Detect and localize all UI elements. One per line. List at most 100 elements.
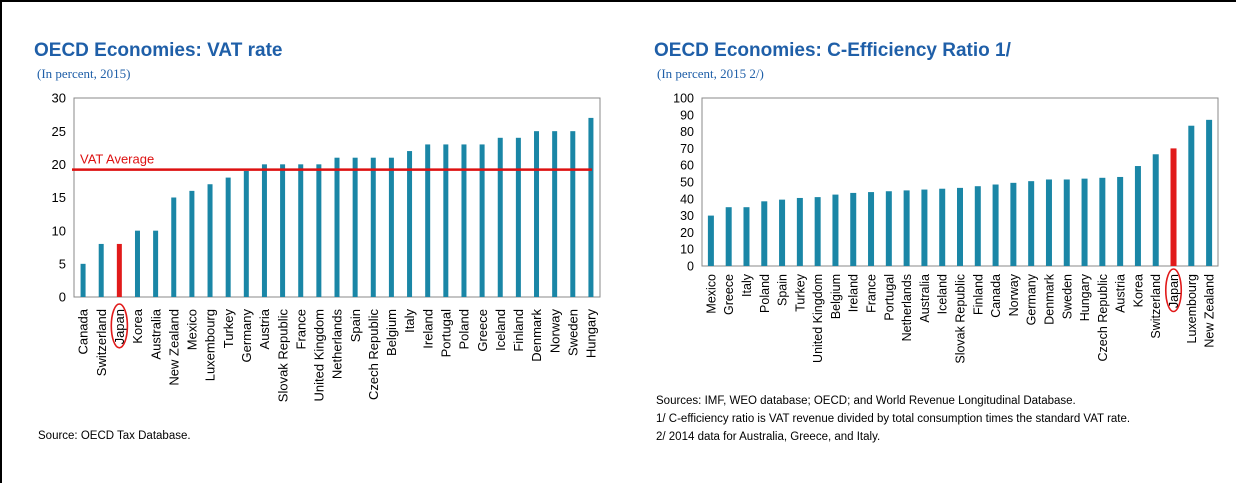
vat-x-tick-label-france: France — [293, 309, 308, 349]
vat-x-tick-label-iceland: Iceland — [493, 309, 508, 351]
ceff-x-tick-label-greece: Greece — [722, 274, 736, 315]
vat-bar-korea — [134, 230, 140, 297]
ceff-bar-slovak-republic — [957, 187, 963, 266]
ceff-x-tick-label-germany: Germany — [1025, 273, 1039, 325]
vat-x-tick-label-australia: Australia — [148, 308, 163, 359]
ceff-bar-mexico — [707, 215, 714, 266]
vat-bar-hungary — [588, 117, 594, 298]
ceff-x-tick-label-switzerland: Switzerland — [1149, 274, 1163, 339]
vat-bar-mexico — [189, 190, 195, 297]
ceff-y-tick-label: 100 — [673, 92, 694, 106]
vat-bar-germany — [243, 170, 249, 297]
vat-x-tick-label-mexico: Mexico — [185, 309, 200, 350]
ceff-x-tick-label-new-zealand: New Zealand — [1203, 274, 1217, 348]
ceff-bar-italy — [743, 207, 750, 266]
ceff-y-tick-label: 80 — [680, 125, 694, 139]
ceff-bar-austria — [1117, 176, 1124, 266]
ceff-bar-poland — [761, 201, 768, 266]
vat-bar-france — [298, 164, 304, 297]
ceff-bar-korea — [1134, 166, 1141, 266]
c-efficiency-footnote-1: 1/ C-efficiency ratio is VAT revenue div… — [656, 413, 1131, 425]
ceff-bar-germany — [1028, 181, 1035, 266]
ceff-y-tick-label: 40 — [680, 192, 694, 206]
vat-x-tick-label-new-zealand: New Zealand — [166, 309, 181, 386]
vat-y-tick-label: 15 — [52, 190, 66, 205]
c-efficiency-panel: OECD Economies: C-Efficiency Ratio 1/ (I… — [654, 30, 1234, 470]
ceff-x-tick-label-czech-republic: Czech Republic — [1096, 274, 1110, 362]
vat-bar-finland — [515, 137, 521, 297]
ceff-y-tick-label: 20 — [680, 226, 694, 240]
ceff-x-tick-label-denmark: Denmark — [1042, 273, 1056, 324]
ceff-bar-australia — [921, 189, 928, 266]
vat-bar-sweden — [570, 131, 576, 297]
ceff-x-tick-label-united-kingdom: United Kingdom — [811, 274, 825, 363]
c-efficiency-chart-subtitle: (In percent, 2015 2/) — [657, 66, 764, 81]
c-efficiency-chart-title: OECD Economies: C-Efficiency Ratio 1/ — [654, 40, 1011, 61]
vat-bar-denmark — [534, 131, 540, 297]
vat-bar-netherlands — [334, 157, 340, 297]
vat-x-tick-label-germany: Germany — [239, 309, 254, 363]
vat-x-tick-label-czech-republic: Czech Republic — [366, 309, 381, 401]
ceff-bar-japan — [1170, 148, 1177, 266]
vat-reference-line-label: VAT Average — [80, 152, 154, 167]
vat-chart-title: OECD Economies: VAT rate — [34, 40, 283, 61]
ceff-bar-united-kingdom — [814, 197, 821, 266]
ceff-bar-canada — [992, 184, 999, 266]
vat-bar-norway — [552, 131, 558, 297]
ceff-bar-luxembourg — [1188, 125, 1195, 266]
vat-bar-new-zealand — [171, 197, 177, 297]
ceff-bar-sweden — [1063, 179, 1070, 266]
vat-x-tick-label-poland: Poland — [457, 309, 472, 349]
vat-x-tick-label-ireland: Ireland — [420, 309, 435, 349]
vat-x-tick-label-finland: Finland — [511, 309, 526, 352]
ceff-bar-turkey — [796, 197, 803, 266]
ceff-y-tick-label: 30 — [680, 209, 694, 223]
ceff-bar-spain — [779, 199, 786, 266]
vat-source-note: Source: OECD Tax Database. — [38, 430, 191, 442]
ceff-bar-greece — [725, 207, 732, 266]
vat-bar-belgium — [388, 157, 394, 297]
ceff-x-tick-label-france: France — [865, 274, 879, 313]
vat-x-tick-label-netherlands: Netherlands — [330, 309, 345, 380]
ceff-y-tick-label: 90 — [680, 108, 694, 122]
vat-bar-austria — [261, 164, 267, 297]
ceff-x-tick-label-finland: Finland — [971, 274, 985, 315]
vat-y-tick-label: 10 — [52, 223, 66, 238]
vat-x-tick-label-korea: Korea — [130, 308, 145, 343]
vat-x-tick-label-austria: Austria — [257, 308, 272, 349]
ceff-bar-czech-republic — [1099, 177, 1106, 266]
ceff-bar-ireland — [850, 192, 857, 266]
vat-bar-united-kingdom — [316, 164, 322, 297]
vat-chart-subtitle: (In percent, 2015) — [37, 66, 131, 81]
ceff-x-tick-label-portugal: Portugal — [882, 274, 896, 321]
ceff-y-tick-label: 70 — [680, 142, 694, 156]
vat-x-tick-label-norway: Norway — [547, 309, 562, 354]
ceff-x-tick-label-canada: Canada — [989, 274, 1003, 318]
vat-y-tick-label: 5 — [59, 257, 66, 272]
vat-bar-slovak-republic — [280, 164, 286, 297]
ceff-x-tick-label-ireland: Ireland — [847, 274, 861, 312]
vat-y-tick-label: 30 — [52, 91, 66, 106]
vat-bar-spain — [352, 157, 358, 297]
vat-bar-portugal — [443, 144, 449, 297]
vat-x-tick-label-sweden: Sweden — [565, 309, 580, 356]
vat-x-tick-label-switzerland: Switzerland — [94, 309, 109, 376]
ceff-y-tick-label: 10 — [680, 243, 694, 257]
ceff-x-tick-label-netherlands: Netherlands — [900, 274, 914, 341]
ceff-bar-portugal — [885, 191, 892, 266]
vat-x-tick-label-united-kingdom: United Kingdom — [312, 309, 327, 402]
ceff-bar-new-zealand — [1206, 119, 1213, 266]
vat-x-tick-label-spain: Spain — [348, 309, 363, 342]
ceff-x-tick-label-iceland: Iceland — [936, 274, 950, 314]
vat-x-tick-label-denmark: Denmark — [529, 309, 544, 362]
ceff-x-tick-label-turkey: Turkey — [793, 273, 807, 311]
ceff-bar-france — [868, 192, 875, 266]
vat-bar-luxembourg — [207, 184, 213, 297]
vat-x-tick-label-belgium: Belgium — [384, 309, 399, 356]
ceff-y-tick-label: 60 — [680, 159, 694, 173]
vat-bar-iceland — [497, 137, 503, 297]
ceff-highlight-circle — [1164, 268, 1183, 313]
vat-y-tick-label: 0 — [59, 290, 66, 305]
vat-rate-panel: OECD Economies: VAT rate (In percent, 20… — [34, 30, 606, 470]
